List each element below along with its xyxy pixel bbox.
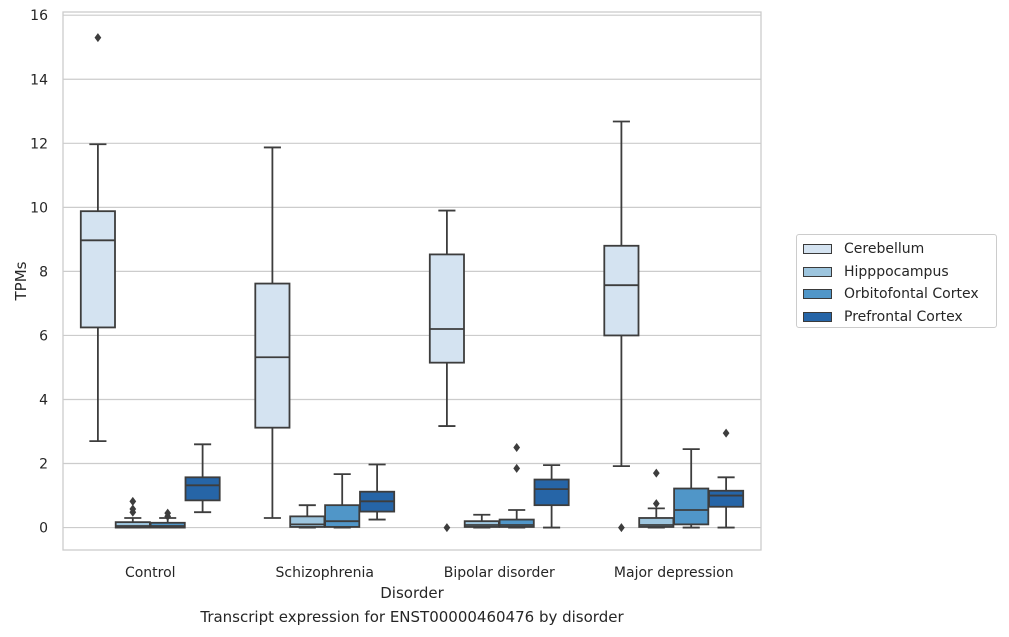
outlier-point: [94, 33, 102, 43]
box-iqr: [289, 515, 326, 528]
outlier-point: [129, 496, 137, 506]
box-prefrontal-cortex: [359, 463, 396, 521]
box-orbitofontal-cortex: [498, 443, 535, 529]
box-hipppocampus: [114, 496, 151, 529]
box-iqr: [463, 520, 500, 528]
x-tick-label: Bipolar disorder: [444, 565, 555, 581]
box-iqr: [708, 489, 745, 508]
outlier-point: [513, 463, 521, 473]
legend-swatch: [803, 266, 832, 277]
plot-area-frame: [62, 11, 762, 551]
y-tick-label: 16: [30, 8, 48, 24]
x-tick-label: Schizophrenia: [276, 565, 374, 581]
outlier-point: [164, 508, 172, 518]
y-tick-label: 6: [39, 328, 48, 344]
box-iqr: [79, 210, 116, 329]
legend-label: Orbitofontal Cortex: [844, 286, 979, 302]
legend-swatch: [803, 289, 832, 299]
outlier-point: [443, 523, 451, 533]
y-tick-label: 0: [39, 521, 48, 537]
box-iqr: [603, 244, 640, 337]
outlier-point: [652, 468, 660, 478]
outlier-point: [652, 499, 660, 509]
x-tick-label: Major depression: [614, 565, 734, 581]
box-iqr: [498, 518, 535, 528]
y-tick-label: 8: [39, 264, 48, 280]
x-axis-label: Disorder: [380, 584, 444, 602]
box-orbitofontal-cortex: [673, 448, 710, 529]
box-prefrontal-cortex: [708, 428, 745, 529]
box-iqr: [184, 476, 221, 502]
box-hipppocampus: [289, 504, 326, 529]
y-axis-label: TPMs: [12, 261, 30, 301]
chart-caption: Transcript expression for ENST0000046047…: [200, 608, 624, 626]
box-iqr: [673, 487, 710, 526]
box-cerebellum: [254, 146, 291, 519]
outlier-point: [618, 523, 625, 533]
outlier-point: [513, 443, 521, 453]
box-orbitofontal-cortex: [324, 473, 361, 529]
box-plot-marks: [79, 33, 745, 533]
y-tick-label: 14: [30, 72, 48, 88]
box-hipppocampus: [638, 468, 675, 529]
legend-label: Prefrontal Cortex: [844, 308, 963, 325]
x-tick-label: Control: [125, 565, 176, 581]
legend-label: Hipppocampus: [844, 263, 949, 280]
box-prefrontal-cortex: [533, 464, 570, 529]
box-orbitofontal-cortex: [149, 508, 186, 529]
tick-labels: 0 2 4 6 8 10 12 14 16 Control Schizophrenia Bipolar…: [30, 8, 733, 581]
box-cerebellum: [428, 209, 465, 533]
outlier-point: [129, 504, 137, 514]
legend-label: Cerebellum: [844, 241, 925, 257]
box-prefrontal-cortex: [184, 443, 221, 514]
box-cerebellum: [79, 33, 116, 443]
legend-item: Hipppocampus: [803, 262, 949, 282]
legend-swatch: [803, 244, 832, 254]
legend-item: Prefrontal Cortex: [803, 307, 963, 327]
box-iqr: [533, 478, 570, 507]
legend-item: Orbitofontal Cortex: [803, 284, 979, 304]
legend-swatch: [803, 311, 832, 322]
box-hipppocampus: [463, 513, 500, 529]
legend-item: Cerebellum: [803, 239, 924, 259]
y-tick-label: 2: [39, 457, 48, 473]
box-iqr: [324, 504, 361, 528]
y-gridlines: [63, 14, 761, 529]
box-cerebellum: [603, 120, 640, 533]
legend: Cerebellum Hipppocampus Orbitofontal Corte…: [796, 234, 997, 328]
y-tick-label: 12: [30, 136, 48, 152]
box-iqr: [428, 253, 465, 364]
y-tick-label: 4: [39, 392, 48, 408]
box-iqr: [254, 282, 291, 429]
y-tick-label: 10: [30, 200, 48, 216]
outlier-point: [722, 428, 730, 438]
